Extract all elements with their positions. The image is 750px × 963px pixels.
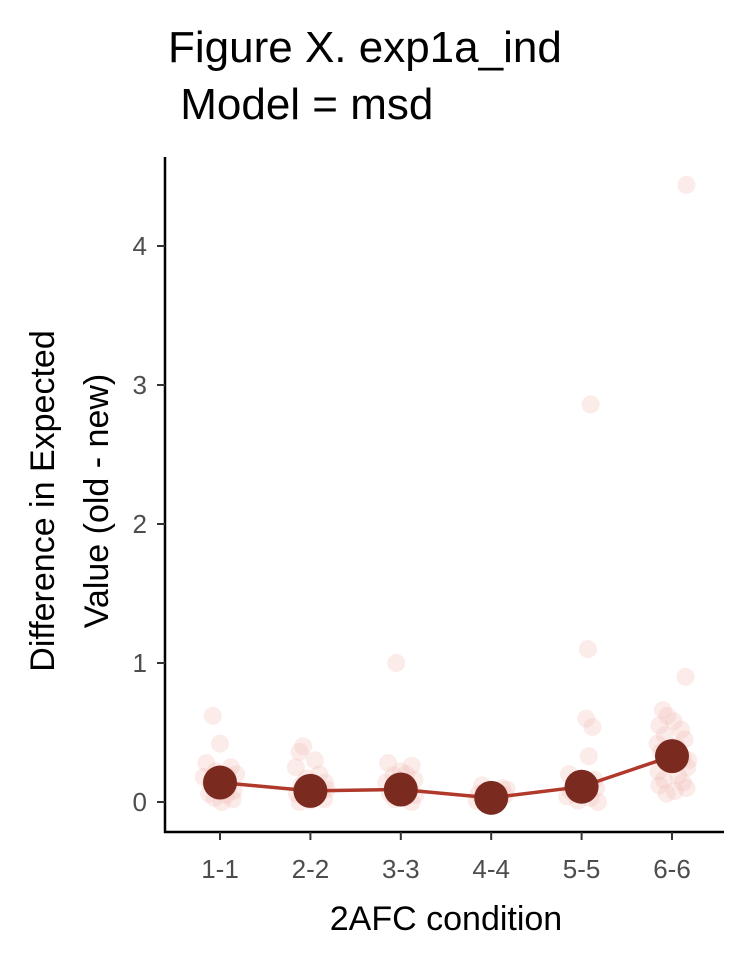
raw-point xyxy=(379,754,398,773)
mean-series-layer xyxy=(203,739,689,815)
raw-point xyxy=(665,781,684,800)
y-tick-label: 0 xyxy=(133,787,147,817)
mean-point xyxy=(655,739,689,774)
y-tick-label: 2 xyxy=(133,509,147,539)
raw-point xyxy=(650,776,669,795)
raw-point xyxy=(672,720,691,739)
raw-point xyxy=(677,175,696,194)
x-tick-label: 1-1 xyxy=(201,854,239,884)
x-tick-label: 4-4 xyxy=(472,854,510,884)
raw-points-layer xyxy=(194,175,698,813)
y-axis-title-line1: Difference in Expected xyxy=(24,330,62,671)
raw-point xyxy=(579,747,598,766)
mean-point xyxy=(203,765,237,800)
raw-point xyxy=(402,756,421,775)
raw-point xyxy=(658,706,677,725)
raw-point xyxy=(657,784,676,803)
raw-point xyxy=(294,737,313,756)
chart-title-line1: Figure X. exp1a_ind xyxy=(168,23,562,72)
raw-point xyxy=(673,773,692,792)
x-tick-label: 3-3 xyxy=(382,854,420,884)
raw-point xyxy=(305,751,324,770)
raw-point xyxy=(583,717,602,736)
raw-point xyxy=(650,716,669,735)
y-tick-label: 1 xyxy=(133,648,147,678)
y-tick-label: 3 xyxy=(133,370,147,400)
y-tick-label: 4 xyxy=(133,231,147,261)
x-axis-ticks: 1-1 2-2 3-3 4-4 5-5 6-6 xyxy=(201,832,691,884)
raw-point xyxy=(653,701,672,720)
raw-point xyxy=(677,779,696,798)
raw-point xyxy=(203,706,222,725)
raw-point xyxy=(286,758,305,777)
raw-point xyxy=(664,712,683,731)
raw-point xyxy=(577,709,596,728)
mean-point xyxy=(474,780,509,815)
raw-point xyxy=(211,734,229,753)
y-axis-ticks: 0 1 2 3 4 xyxy=(133,231,165,817)
x-tick-label: 6-6 xyxy=(653,854,691,884)
raw-point xyxy=(290,742,309,761)
x-axis-title: 2AFC condition xyxy=(330,900,562,938)
mean-point xyxy=(564,769,599,804)
chart-title-line2: Model = msd xyxy=(168,80,433,129)
raw-point xyxy=(654,770,673,789)
raw-point xyxy=(387,654,406,672)
mean-point xyxy=(293,773,328,808)
raw-point xyxy=(676,667,695,686)
x-tick-label: 5-5 xyxy=(563,854,601,884)
mean-point xyxy=(383,772,418,807)
raw-point xyxy=(578,640,597,659)
raw-point xyxy=(197,754,216,773)
x-tick-label: 2-2 xyxy=(292,854,330,884)
y-axis-title-line2: Value (old - new) xyxy=(78,374,116,629)
raw-point xyxy=(581,395,600,414)
